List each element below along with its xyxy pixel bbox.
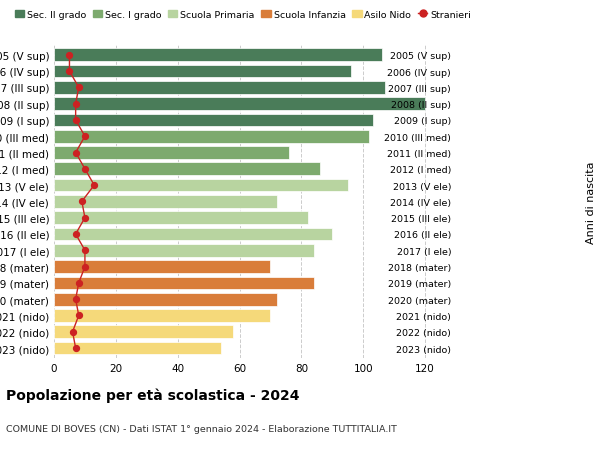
Bar [54, 293, 277, 306]
Bar [54, 326, 233, 338]
Point [68, 328, 77, 336]
Point [71, 150, 80, 157]
Text: COMUNE DI BOVES (CN) - Dati ISTAT 1° gennaio 2024 - Elaborazione TUTTITALIA.IT: COMUNE DI BOVES (CN) - Dati ISTAT 1° gen… [6, 425, 397, 434]
Point [74, 280, 83, 287]
Bar [54, 212, 308, 224]
Bar [54, 179, 348, 192]
Point [74, 84, 83, 92]
Point [80, 214, 90, 222]
Bar [54, 196, 277, 208]
Bar [54, 82, 385, 95]
Legend: Sec. II grado, Sec. I grado, Scuola Primaria, Scuola Infanzia, Asilo Nido, Stran: Sec. II grado, Sec. I grado, Scuola Prim… [11, 7, 475, 23]
Point [71, 296, 80, 303]
Point [71, 345, 80, 352]
Point [80, 133, 90, 140]
Point [71, 117, 80, 124]
Bar [54, 342, 221, 355]
Text: Anni di nascita: Anni di nascita [586, 161, 596, 243]
Point [89, 182, 99, 190]
Bar [54, 309, 271, 322]
Point [65, 52, 74, 59]
Bar [54, 261, 271, 273]
Bar [54, 114, 373, 127]
Bar [54, 49, 382, 62]
Point [71, 231, 80, 238]
Bar [54, 244, 314, 257]
Point [80, 263, 90, 271]
Point [71, 101, 80, 108]
Bar [54, 98, 425, 111]
Bar [54, 228, 332, 241]
Bar [54, 147, 289, 160]
Bar [54, 131, 370, 143]
Text: Popolazione per età scolastica - 2024: Popolazione per età scolastica - 2024 [6, 388, 299, 403]
Bar [54, 163, 320, 176]
Bar [54, 66, 351, 78]
Bar [54, 277, 314, 290]
Point [74, 312, 83, 319]
Point [80, 247, 90, 254]
Point [80, 166, 90, 173]
Point [77, 198, 86, 206]
Point [65, 68, 74, 76]
